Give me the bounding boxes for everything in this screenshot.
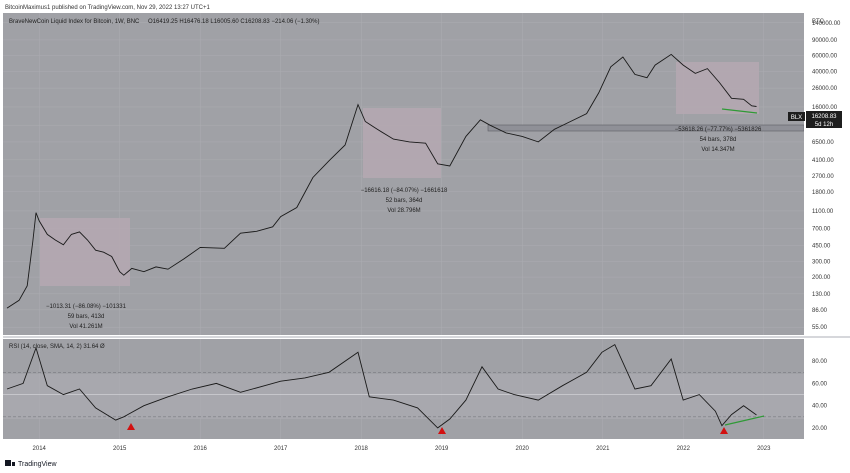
price-trendline[interactable] — [721, 108, 758, 114]
price-tick-label: 6500.00 — [812, 140, 834, 146]
bottom-marker-2015 — [127, 423, 135, 430]
rsi-legend[interactable]: RSI (14, close, SMA, 14, 2) 31.64 Ø — [9, 344, 105, 350]
rsi-tick-label: 40.00 — [812, 404, 828, 410]
bottom-marker-2022 — [720, 427, 728, 434]
drawdown-2014-volume: Vol 41.261M — [69, 324, 102, 330]
bottom-marker-2019 — [438, 427, 446, 434]
drawdown-2022-volume: Vol 14.347M — [701, 147, 734, 153]
last-price-value: 16208.83 — [811, 114, 837, 120]
rsi-band — [3, 374, 804, 419]
tradingview-logo — [5, 460, 15, 466]
drawdown-box-2018[interactable] — [363, 108, 441, 178]
price-gridlines — [3, 22, 804, 328]
drawdown-2014-change: −1013.31 (−86.08%) −101331 — [46, 304, 127, 310]
price-tick-label: 130.00 — [812, 292, 831, 298]
time-tick-label: 2014 — [33, 446, 47, 452]
price-tick-label: 26000.00 — [812, 86, 838, 92]
logo-mark-bar — [12, 462, 15, 466]
rsi-time-gridlines — [38, 339, 764, 439]
time-axis-ticks: 2014 2015 2016 2017 2018 2019 2020 2021 2022 2023 — [33, 446, 772, 452]
symbol-legend[interactable]: BraveNewCoin Liquid Index for Bitcoin, 1… — [9, 19, 140, 25]
price-tick-label: 90000.00 — [812, 38, 838, 44]
currency-label: BTC — [812, 19, 825, 25]
drawdown-2018-volume: Vol 28.796M — [387, 208, 420, 214]
time-tick-label: 2018 — [355, 446, 369, 452]
price-tick-label: 60000.00 — [812, 54, 838, 60]
price-tick-label: 1100.00 — [812, 209, 834, 215]
rsi-tick-label: 80.00 — [812, 359, 828, 365]
time-tick-label: 2016 — [194, 446, 208, 452]
time-tick-label: 2020 — [516, 446, 530, 452]
time-tick-label: 2023 — [757, 446, 771, 452]
symbol-tag-text: BLX — [791, 115, 802, 121]
time-tick-label: 2022 — [677, 446, 691, 452]
rsi-trendline[interactable] — [724, 415, 765, 426]
time-tick-label: 2021 — [596, 446, 610, 452]
drawdown-2018-change: −16616.18 (−84.07%) −1661618 — [361, 188, 448, 194]
drawdown-2022-bars: 54 bars, 378d — [700, 137, 737, 143]
price-tick-label: 55.00 — [812, 325, 828, 331]
drawdown-2018-bars: 52 bars, 364d — [386, 198, 423, 204]
price-tick-label: 4100.00 — [812, 158, 834, 164]
drawdown-2014-bars: 59 bars, 413d — [68, 314, 105, 320]
rsi-series-line[interactable] — [6, 343, 757, 429]
price-tick-label: 1800.00 — [812, 190, 834, 196]
time-axis[interactable] — [3, 439, 804, 454]
time-tick-label: 2017 — [274, 446, 288, 452]
last-price-tag — [806, 111, 842, 128]
price-tick-label: 2700.00 — [812, 174, 834, 180]
rsi-axis[interactable] — [804, 339, 850, 439]
rsi-axis-ticks: 80.00 60.00 40.00 20.00 — [812, 359, 828, 432]
price-series-line[interactable] — [6, 53, 757, 309]
time-tick-label: 2015 — [113, 446, 127, 452]
drawdown-box-2014[interactable] — [40, 218, 130, 286]
price-tick-label: 86.00 — [812, 308, 828, 314]
drawdown-box-2022[interactable] — [676, 62, 759, 114]
price-tick-label: 140000.00 — [812, 21, 841, 27]
rsi-reference-lines — [3, 372, 804, 418]
ohlc-values: O16419.25 H16476.18 L16005.60 C16208.83 … — [148, 19, 319, 25]
bar-countdown: 5d 12h — [815, 122, 833, 128]
price-tick-label: 200.00 — [812, 275, 831, 281]
price-tick-label: 300.00 — [812, 259, 831, 265]
logo-mark — [5, 460, 11, 466]
price-tick-label: 40000.00 — [812, 69, 838, 75]
symbol-tag — [788, 112, 805, 121]
footer-brand: TradingView — [18, 461, 57, 468]
price-axis[interactable] — [804, 13, 850, 335]
time-tick-label: 2019 — [435, 446, 449, 452]
price-tick-label: 450.00 — [812, 244, 831, 250]
rsi-tick-label: 60.00 — [812, 381, 828, 387]
price-tick-label: 16000.00 — [812, 105, 838, 111]
publisher-header: BitcoinMaximus1 published on TradingView… — [5, 5, 211, 11]
price-tick-label: 700.00 — [812, 226, 831, 232]
drawdown-2022-change: −53618.26 (−77.77%) −5361826 — [675, 127, 762, 133]
rsi-tick-label: 20.00 — [812, 426, 828, 432]
